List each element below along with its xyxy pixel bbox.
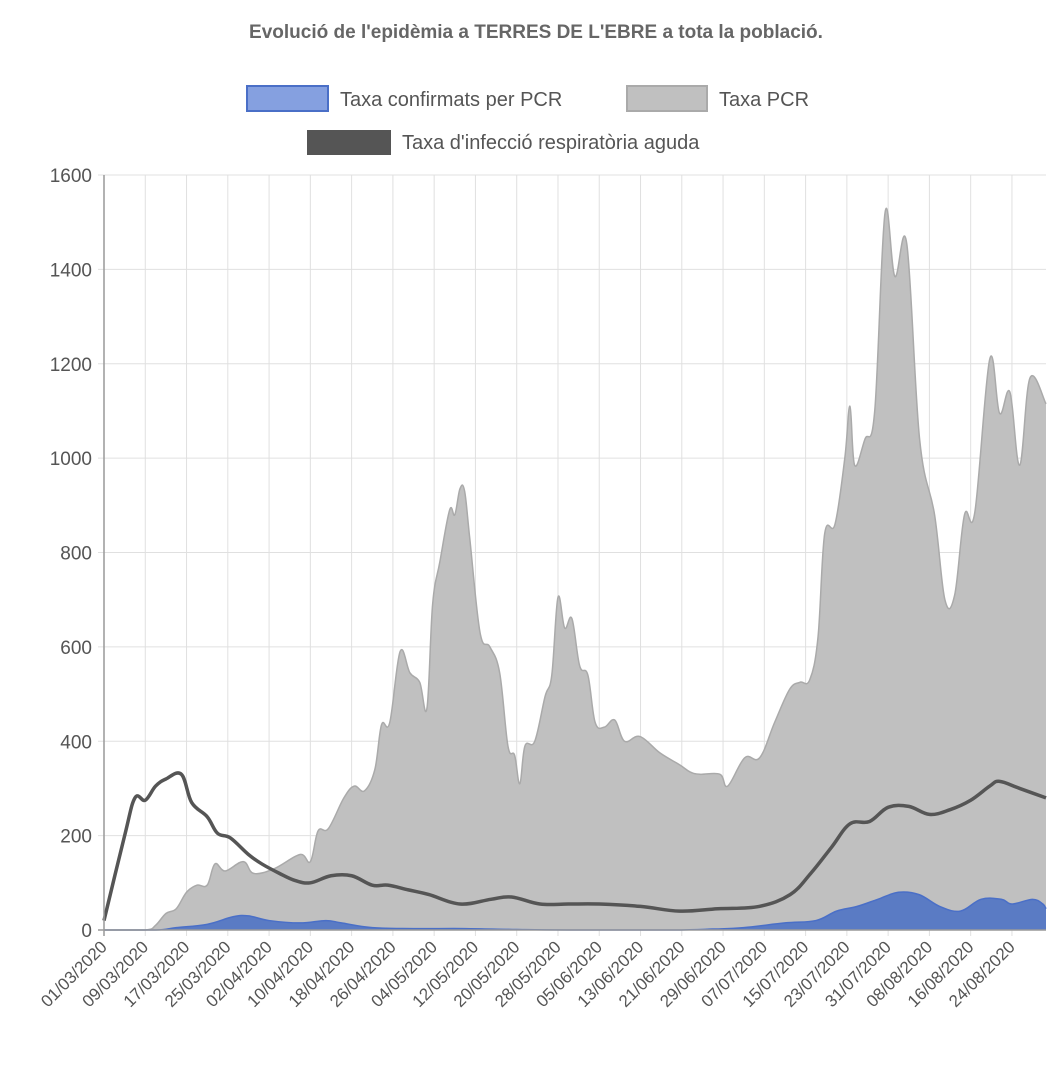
- y-tick-label: 800: [60, 544, 92, 565]
- legend-swatch-ira: [307, 130, 391, 155]
- x-axis-ticks: 01/03/202009/03/202017/03/202025/03/2020…: [37, 937, 1019, 1011]
- legend-label-ira: Taxa d'infecció respiratòria aguda: [402, 132, 700, 154]
- line-taxa-d-infecci-respirat-ria-aguda: [102, 771, 1047, 921]
- y-tick-label: 200: [60, 827, 92, 848]
- legend-label-confirmats: Taxa confirmats per PCR: [340, 89, 562, 111]
- legend-item-pcr[interactable]: Taxa PCR: [626, 85, 809, 112]
- line-taxa-pcr: [104, 207, 1047, 931]
- y-tick-label: 1400: [50, 260, 92, 281]
- line-taxa-confirmats-per-pcr: [104, 891, 1047, 931]
- y-tick-label: 600: [60, 638, 92, 659]
- series-areas: [102, 207, 1047, 931]
- chart-title: Evolució de l'epidèmia a TERRES DE L'EBR…: [249, 22, 823, 43]
- axes: [98, 175, 1046, 936]
- legend-item-confirmats[interactable]: Taxa confirmats per PCR: [246, 85, 562, 112]
- legend-swatch-confirmats: [246, 85, 329, 112]
- y-tick-label: 1600: [50, 166, 92, 187]
- legend-label-pcr: Taxa PCR: [719, 89, 809, 111]
- legend: Taxa confirmats per PCR Taxa PCR Taxa d'…: [246, 85, 809, 155]
- y-tick-label: 0: [81, 921, 92, 942]
- y-tick-label: 1000: [50, 449, 92, 470]
- legend-swatch-pcr: [626, 85, 708, 112]
- legend-item-ira[interactable]: Taxa d'infecció respiratòria aguda: [307, 130, 700, 155]
- y-tick-label: 1200: [50, 355, 92, 376]
- area-taxa-pcr: [104, 208, 1046, 930]
- y-tick-label: 400: [60, 732, 92, 753]
- y-axis-ticks: 0 200 400 600 800 1000 1200 1400 1600: [50, 166, 92, 942]
